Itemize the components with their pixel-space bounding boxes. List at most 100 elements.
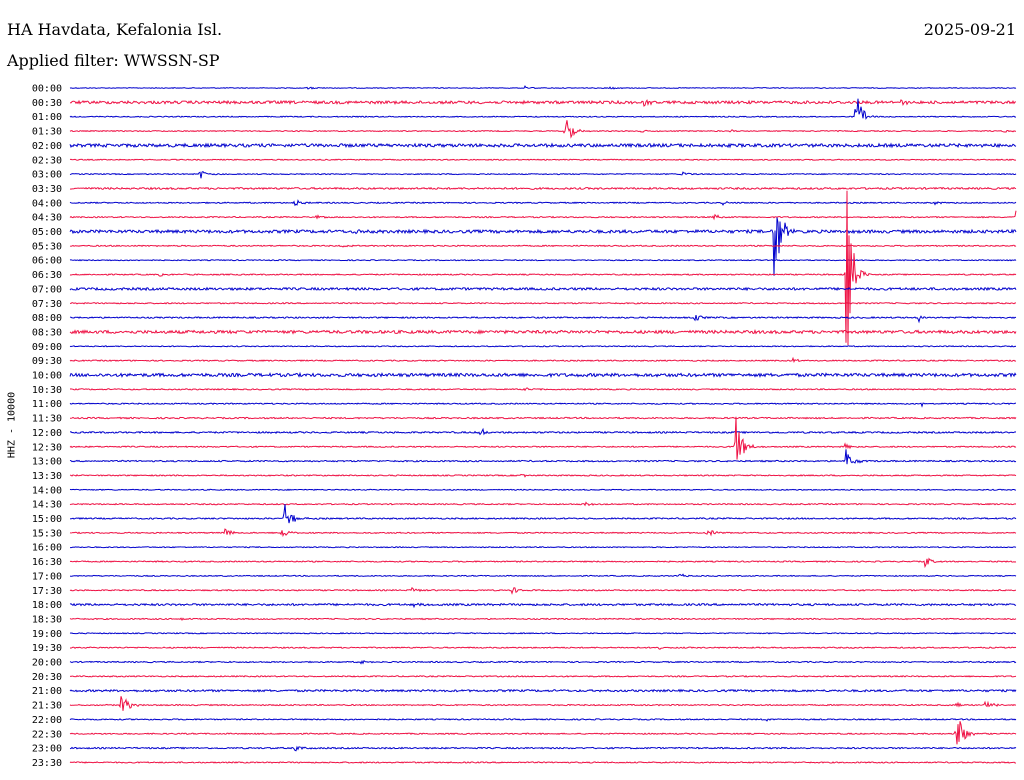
time-tick-label: 21:00: [32, 686, 62, 697]
trace-row-0030: [69, 99, 1017, 107]
time-tick-label: 00:30: [32, 98, 62, 109]
time-tick-label: 12:30: [32, 442, 62, 453]
trace-row-1830: [69, 617, 1017, 621]
trace-row-2030: [69, 674, 1017, 678]
time-tick-label: 11:30: [32, 414, 62, 425]
trace-row-1530: [69, 528, 1017, 538]
date-label: 2025-09-21: [923, 20, 1016, 39]
time-tick-label: 00:00: [32, 84, 62, 95]
time-tick-label: 02:00: [32, 141, 62, 152]
trace-row-0100: [69, 98, 1017, 120]
trace-row-1000: [69, 371, 1017, 379]
time-tick-label: 15:30: [32, 528, 62, 539]
time-tick-label: 05:30: [32, 241, 62, 252]
time-tick-label: 17:00: [32, 571, 62, 582]
trace-row-0230: [69, 158, 1017, 161]
trace-row-1930: [69, 646, 1017, 650]
trace-row-1130: [69, 416, 1017, 420]
time-tick-label: 16:00: [32, 543, 62, 554]
trace-row-0600: [69, 259, 1017, 262]
trace-row-1400: [69, 488, 1017, 491]
time-tick-label: 17:30: [32, 586, 62, 597]
time-tick-label: 08:30: [32, 327, 62, 338]
time-tick-label: 15:00: [32, 514, 62, 525]
time-tick-label: 13:00: [32, 457, 62, 468]
time-tick-label: 08:00: [32, 313, 62, 324]
trace-row-0530: [69, 244, 1017, 248]
trace-row-0830: [69, 329, 1017, 335]
trace-row-0330: [69, 186, 1017, 191]
trace-row-2330: [69, 761, 1017, 764]
trace-row-0930: [69, 356, 1017, 363]
time-tick-label: 10:00: [32, 371, 62, 382]
time-tick-label: 19:30: [32, 643, 62, 654]
time-tick-label: 03:00: [32, 170, 62, 181]
time-tick-label: 16:30: [32, 557, 62, 568]
time-tick-label: 23:30: [32, 758, 62, 769]
trace-row-1730: [69, 587, 1017, 595]
time-tick-label: 20:30: [32, 672, 62, 683]
trace-row-2000: [69, 660, 1017, 665]
time-tick-label: 07:30: [32, 299, 62, 310]
time-tick-label: 14:00: [32, 485, 62, 496]
time-tick-label: 01:00: [32, 112, 62, 123]
trace-row-0800: [69, 314, 1017, 324]
time-tick-label: 07:00: [32, 284, 62, 295]
trace-row-1230: [69, 416, 1017, 460]
trace-row-2100: [69, 688, 1017, 693]
trace-row-1300: [69, 449, 1017, 465]
time-tick-label: 04:00: [32, 198, 62, 209]
time-tick-label: 14:30: [32, 500, 62, 511]
trace-row-0630: [69, 190, 1017, 346]
trace-row-1600: [69, 546, 1017, 549]
trace-row-0130: [69, 120, 1017, 139]
trace-row-1500: [69, 504, 1017, 524]
time-tick-label: 20:00: [32, 658, 62, 669]
trace-row-0200: [69, 142, 1017, 149]
time-tick-label: 13:30: [32, 471, 62, 482]
time-tick-label: 03:30: [32, 184, 62, 195]
time-tick-label: 18:00: [32, 600, 62, 611]
filter-label: Applied filter: WWSSN-SP: [7, 51, 220, 70]
time-tick-label: 01:30: [32, 127, 62, 138]
trace-row-2130: [69, 696, 1017, 711]
time-tick-label: 05:00: [32, 227, 62, 238]
trace-row-2300: [69, 745, 1017, 752]
time-tick-label: 22:00: [32, 715, 62, 726]
time-tick-label: 23:00: [32, 744, 62, 755]
trace-row-1330: [69, 473, 1017, 478]
time-tick-label: 09:00: [32, 342, 62, 353]
time-tick-label: 11:00: [32, 399, 62, 410]
time-tick-label: 12:00: [32, 428, 62, 439]
time-tick-label: 06:00: [32, 256, 62, 267]
trace-row-1800: [69, 602, 1017, 609]
time-tick-label: 22:30: [32, 729, 62, 740]
time-tick-label: 06:30: [32, 270, 62, 281]
trace-row-1700: [69, 573, 1017, 578]
time-tick-label: 02:30: [32, 155, 62, 166]
time-tick-label: 21:30: [32, 701, 62, 712]
trace-row-0400: [69, 199, 1017, 207]
trace-row-1900: [69, 632, 1017, 635]
trace-row-0700: [69, 286, 1017, 292]
time-tick-label: 10:30: [32, 385, 62, 396]
trace-row-0300: [69, 171, 1017, 179]
trace-row-1630: [69, 557, 1017, 569]
time-tick-label: 18:30: [32, 614, 62, 625]
trace-row-0900: [69, 345, 1017, 348]
time-tick-label: 19:00: [32, 629, 62, 640]
trace-row-2230: [69, 721, 1017, 745]
time-tick-label: 04:30: [32, 213, 62, 224]
trace-row-0730: [69, 301, 1017, 305]
trace-row-1200: [69, 427, 1017, 436]
trace-row-0500: [69, 217, 1017, 276]
trace-row-1030: [69, 387, 1017, 392]
trace-row-1430: [69, 501, 1017, 507]
trace-row-1100: [69, 402, 1017, 408]
trace-row-2200: [69, 718, 1017, 722]
time-tick-label: 09:30: [32, 356, 62, 367]
trace-row-0000: [69, 85, 1017, 90]
trace-row-0430: [69, 210, 1017, 221]
station-title: HA Havdata, Kefalonia Isl.: [7, 20, 223, 39]
